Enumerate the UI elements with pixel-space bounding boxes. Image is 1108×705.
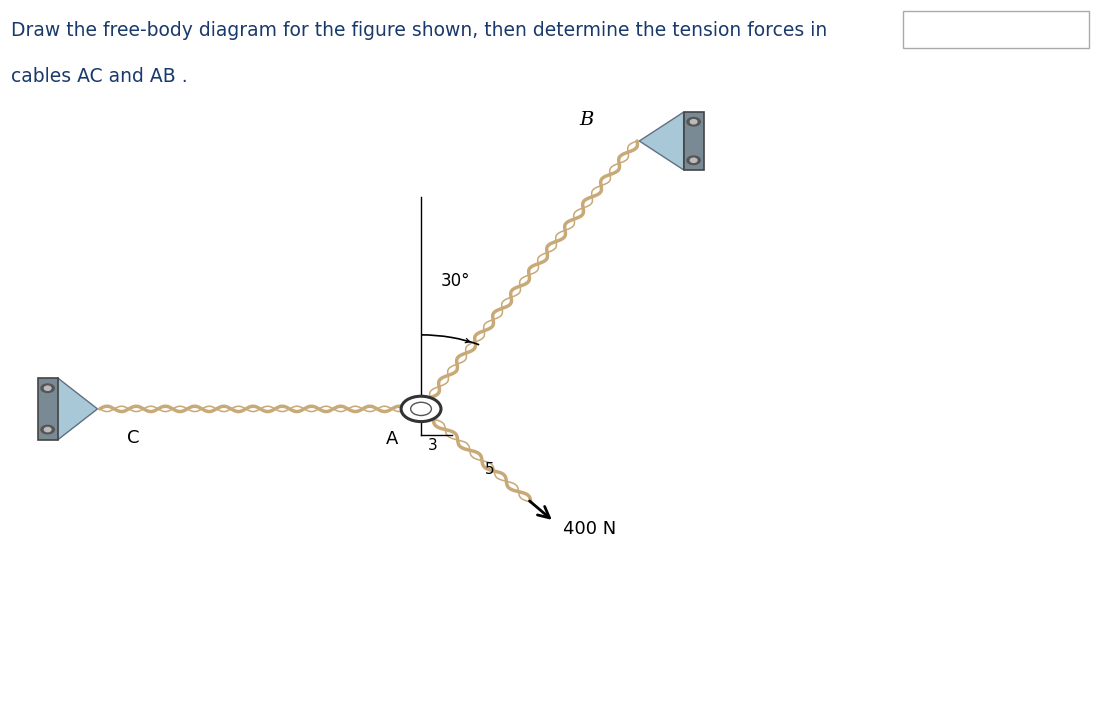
Polygon shape [684, 112, 704, 170]
Circle shape [44, 427, 51, 431]
Circle shape [690, 120, 697, 124]
Text: C: C [127, 429, 140, 447]
Circle shape [690, 158, 697, 162]
Text: 400 N: 400 N [563, 520, 616, 539]
Text: 3: 3 [428, 438, 438, 453]
FancyBboxPatch shape [903, 11, 1089, 48]
Polygon shape [38, 378, 58, 440]
Text: cables AC and AB .: cables AC and AB . [11, 67, 187, 86]
Circle shape [401, 396, 441, 422]
Polygon shape [639, 112, 684, 170]
Circle shape [687, 118, 700, 126]
Text: B: B [579, 111, 594, 130]
Text: Draw the free-body diagram for the figure shown, then determine the tension forc: Draw the free-body diagram for the figur… [11, 21, 828, 40]
Polygon shape [58, 378, 98, 440]
Text: 5: 5 [485, 462, 495, 477]
Circle shape [41, 425, 54, 434]
Circle shape [687, 156, 700, 164]
Text: A: A [386, 430, 398, 448]
Text: 30°: 30° [441, 271, 471, 290]
Circle shape [44, 386, 51, 391]
Circle shape [41, 384, 54, 393]
